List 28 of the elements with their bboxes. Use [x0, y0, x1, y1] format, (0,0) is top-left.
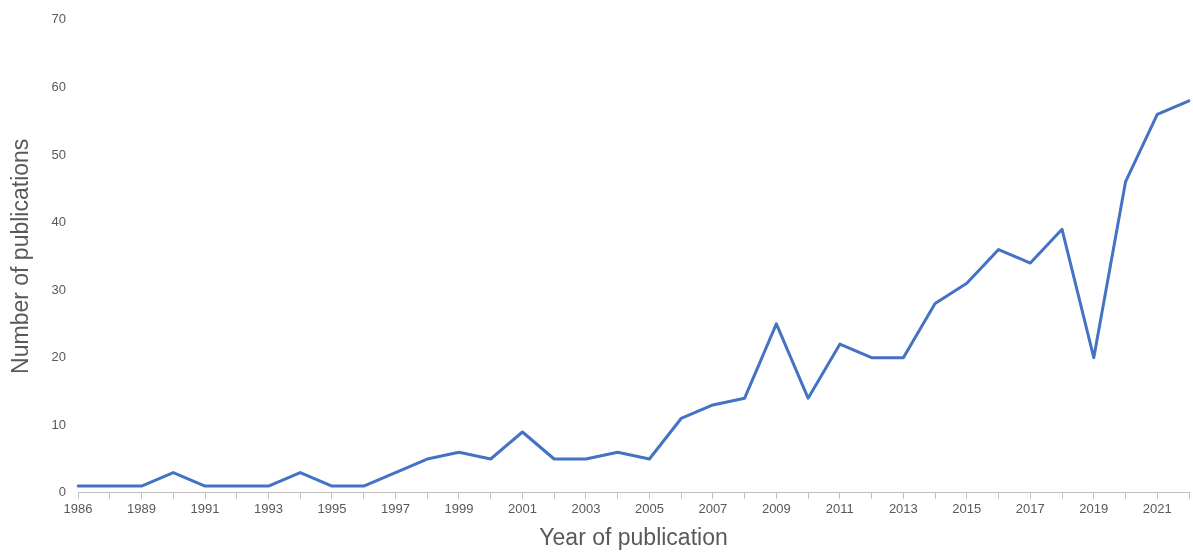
x-tick-label: 1999 [444, 501, 474, 517]
x-tick-label: 1997 [381, 501, 410, 517]
x-tick-label: 1993 [254, 501, 283, 517]
y-tick-label: 40 [51, 214, 67, 230]
x-tick-label: 2019 [1079, 501, 1109, 517]
x-tick-label: 1986 [63, 501, 93, 517]
x-tick-label: 2009 [761, 501, 791, 517]
x-tick-label: 1995 [317, 501, 347, 517]
x-tick-label: 2005 [634, 501, 664, 517]
x-tick-label: 2007 [698, 501, 728, 517]
x-tick-label: 2015 [952, 501, 982, 517]
y-tick-label: 20 [51, 349, 67, 365]
y-tick-label: 50 [51, 146, 67, 162]
y-tick-label: 60 [51, 78, 67, 94]
x-axis-title: Year of publication [539, 523, 728, 550]
x-tick-label: 2003 [571, 501, 601, 517]
y-axis-title: Number of publications [7, 138, 34, 374]
x-tick-label: 2021 [1142, 501, 1172, 517]
y-tick-label: 0 [58, 484, 67, 500]
y-tick-label: 10 [51, 416, 67, 432]
x-tick-label: 2017 [1015, 501, 1045, 517]
x-tick-label: 2011 [825, 501, 854, 517]
x-tick-label: 1989 [127, 501, 156, 517]
y-tick-label: 70 [51, 11, 67, 27]
y-tick-label: 30 [51, 281, 67, 297]
x-tick-label: 2013 [888, 501, 918, 517]
x-tick-label: 2001 [507, 501, 537, 517]
x-tick-label: 1991 [190, 501, 220, 517]
